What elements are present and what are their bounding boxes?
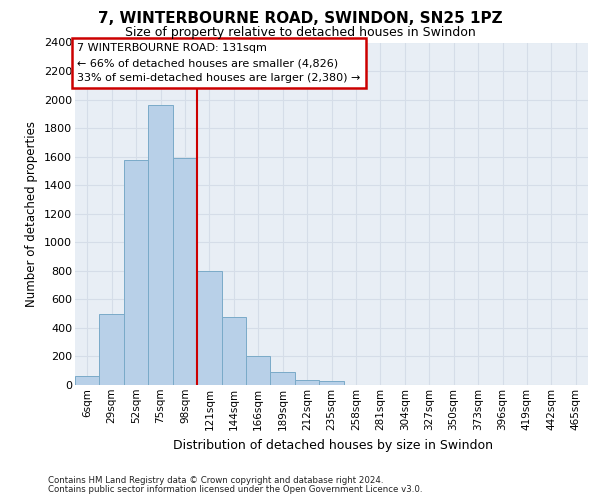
Bar: [221, 316, 246, 385]
Bar: [271, 372, 295, 385]
Text: Contains HM Land Registry data © Crown copyright and database right 2024.: Contains HM Land Registry data © Crown c…: [48, 476, 383, 485]
Text: Distribution of detached houses by size in Swindon: Distribution of detached houses by size …: [173, 440, 493, 452]
Bar: [197, 271, 221, 385]
Text: Contains public sector information licensed under the Open Government Licence v3: Contains public sector information licen…: [48, 484, 422, 494]
Bar: [100, 314, 124, 385]
Bar: [246, 356, 271, 385]
Bar: [295, 380, 319, 385]
Bar: [148, 106, 173, 385]
Text: 7 WINTERBOURNE ROAD: 131sqm
← 66% of detached houses are smaller (4,826)
33% of : 7 WINTERBOURNE ROAD: 131sqm ← 66% of det…: [77, 43, 361, 83]
Text: Size of property relative to detached houses in Swindon: Size of property relative to detached ho…: [125, 26, 475, 39]
Text: 7, WINTERBOURNE ROAD, SWINDON, SN25 1PZ: 7, WINTERBOURNE ROAD, SWINDON, SN25 1PZ: [98, 11, 502, 26]
Y-axis label: Number of detached properties: Number of detached properties: [25, 120, 38, 306]
Bar: [319, 382, 344, 385]
Bar: [75, 376, 100, 385]
Bar: [173, 158, 197, 385]
Bar: [124, 160, 148, 385]
